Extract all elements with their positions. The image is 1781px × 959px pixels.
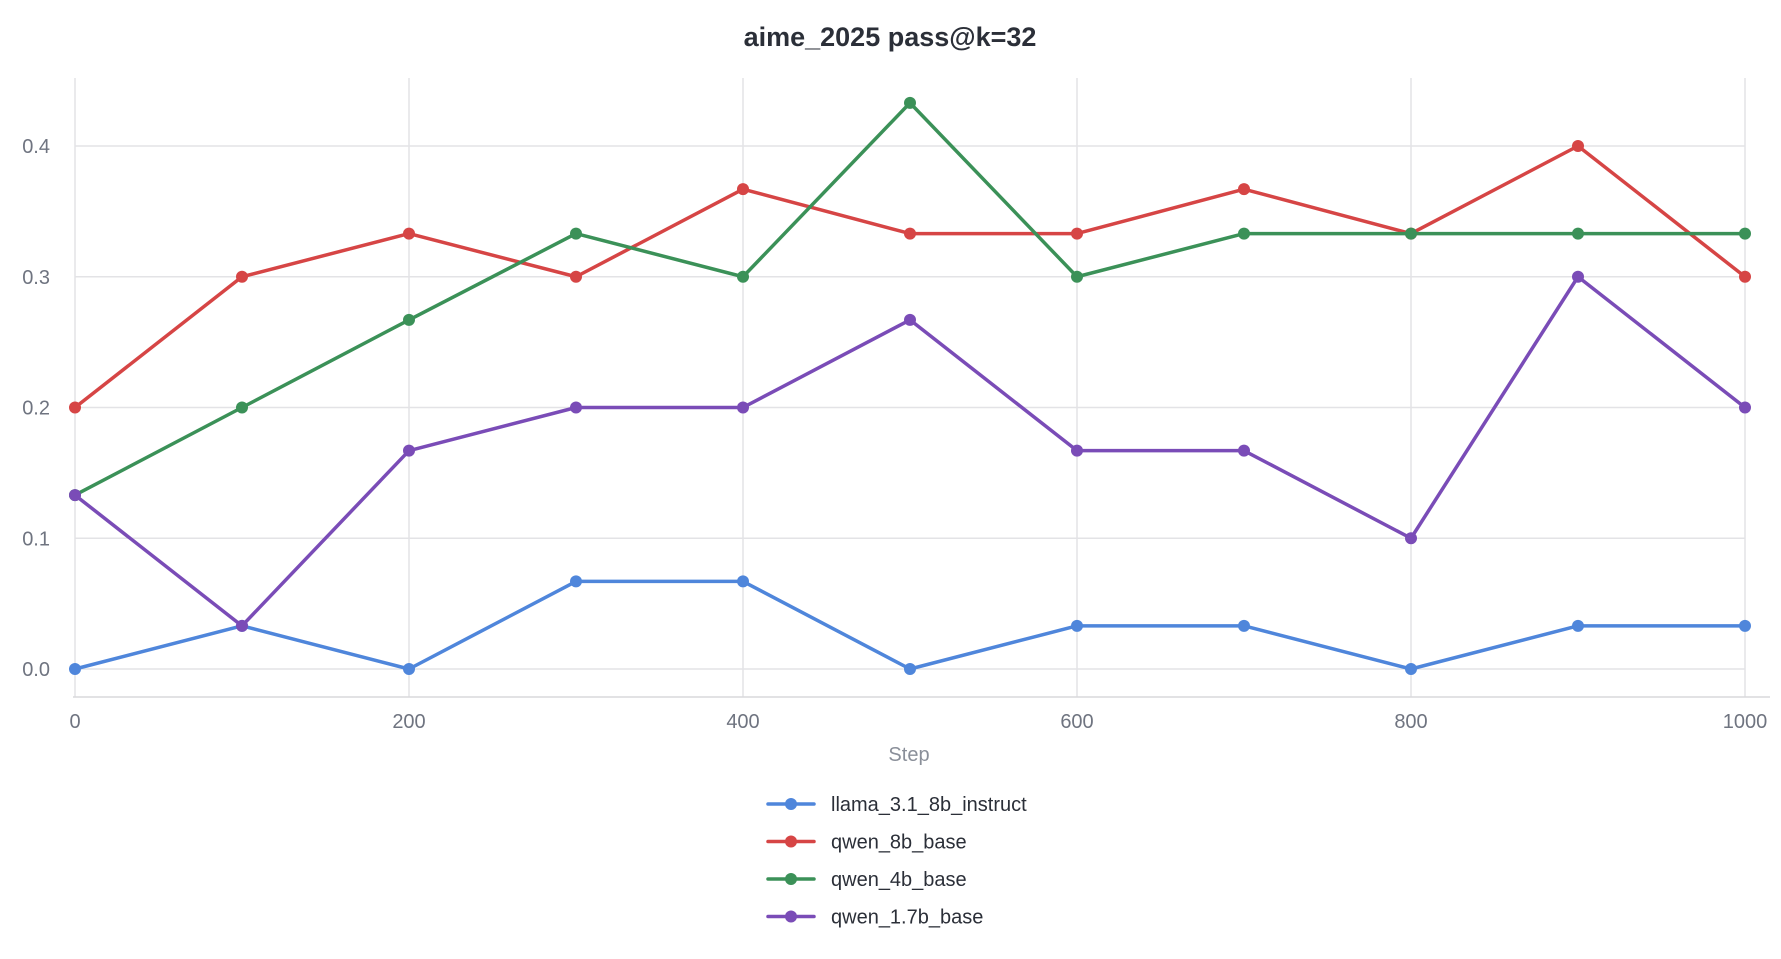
data-point[interactable] bbox=[904, 663, 916, 675]
data-point[interactable] bbox=[69, 401, 81, 414]
legend-swatch-marker bbox=[785, 910, 797, 923]
data-point[interactable] bbox=[1238, 227, 1250, 240]
data-point[interactable] bbox=[403, 444, 415, 457]
data-point[interactable] bbox=[403, 227, 415, 240]
data-point[interactable] bbox=[737, 575, 749, 588]
y-tick-label: 0.4 bbox=[22, 136, 50, 158]
data-point[interactable] bbox=[1739, 401, 1751, 414]
tick-labels: 0 200 400 600 800 1000 0.0 0.1 0.2 0.3 0.4 bbox=[22, 136, 1767, 733]
legend-label: qwen_4b_base bbox=[831, 869, 967, 891]
y-tick-label: 0.0 bbox=[22, 659, 50, 681]
legend-item[interactable]: qwen_4b_base bbox=[766, 869, 967, 891]
data-point[interactable] bbox=[1572, 619, 1584, 632]
legend-label: llama_3.1_8b_instruct bbox=[831, 794, 1027, 816]
series-lines bbox=[69, 96, 1751, 675]
data-point[interactable] bbox=[1238, 619, 1250, 632]
series-qwen_4b_base bbox=[69, 96, 1751, 502]
legend-swatch-marker bbox=[785, 873, 797, 885]
x-tick-label: 1000 bbox=[1723, 711, 1768, 733]
data-point[interactable] bbox=[1071, 270, 1083, 283]
data-point[interactable] bbox=[737, 270, 749, 283]
data-point[interactable] bbox=[570, 270, 582, 283]
x-axis-label: Step bbox=[888, 744, 929, 766]
data-point[interactable] bbox=[1739, 270, 1751, 283]
legend-label: qwen_8b_base bbox=[831, 832, 967, 854]
data-point[interactable] bbox=[570, 227, 582, 240]
x-tick-label: 400 bbox=[726, 711, 759, 733]
series-line bbox=[73, 275, 1747, 628]
data-point[interactable] bbox=[570, 401, 582, 414]
data-point[interactable] bbox=[403, 663, 415, 675]
x-tick-label: 800 bbox=[1394, 711, 1427, 733]
data-point[interactable] bbox=[1071, 619, 1083, 632]
data-point[interactable] bbox=[904, 227, 916, 240]
legend[interactable]: llama_3.1_8b_instruct qwen_8b_base qwen_4b… bbox=[766, 794, 1027, 929]
legend-label: qwen_1.7b_base bbox=[831, 907, 983, 929]
data-point[interactable] bbox=[1739, 619, 1751, 632]
data-point[interactable] bbox=[737, 183, 749, 196]
data-point[interactable] bbox=[1572, 270, 1584, 283]
data-point[interactable] bbox=[570, 575, 582, 588]
data-point[interactable] bbox=[1071, 444, 1083, 457]
data-point[interactable] bbox=[904, 313, 916, 326]
series-qwen_8b_base bbox=[69, 140, 1751, 414]
data-point[interactable] bbox=[1405, 227, 1417, 240]
data-point[interactable] bbox=[236, 270, 248, 283]
y-tick-label: 0.1 bbox=[22, 528, 50, 550]
data-point[interactable] bbox=[1238, 183, 1250, 196]
chart-title: aime_2025 pass@k=32 bbox=[744, 22, 1037, 52]
x-tick-label: 200 bbox=[392, 711, 425, 733]
x-tick-label: 0 bbox=[69, 711, 80, 733]
data-point[interactable] bbox=[1405, 532, 1417, 545]
legend-item[interactable]: qwen_8b_base bbox=[766, 832, 967, 854]
series-line bbox=[73, 579, 1747, 671]
data-point[interactable] bbox=[69, 663, 81, 675]
data-point[interactable] bbox=[69, 489, 81, 502]
data-point[interactable] bbox=[236, 401, 248, 414]
series-line bbox=[73, 101, 1747, 497]
data-point[interactable] bbox=[1572, 227, 1584, 240]
series-qwen_1.7b_base bbox=[69, 270, 1751, 632]
data-point[interactable] bbox=[1572, 140, 1584, 152]
legend-item[interactable]: qwen_1.7b_base bbox=[766, 907, 983, 929]
y-tick-label: 0.3 bbox=[22, 267, 50, 289]
x-tick-label: 600 bbox=[1060, 711, 1093, 733]
data-point[interactable] bbox=[1405, 663, 1417, 675]
data-point[interactable] bbox=[1739, 227, 1751, 240]
legend-item[interactable]: llama_3.1_8b_instruct bbox=[766, 794, 1027, 816]
grid-lines bbox=[74, 78, 1746, 697]
data-point[interactable] bbox=[1071, 227, 1083, 240]
data-point[interactable] bbox=[737, 401, 749, 414]
series-llama_3.1_8b_instruct bbox=[69, 575, 1751, 675]
y-tick-label: 0.2 bbox=[22, 398, 50, 420]
data-point[interactable] bbox=[1238, 444, 1250, 457]
legend-swatch-marker bbox=[785, 798, 797, 810]
data-point[interactable] bbox=[904, 96, 916, 109]
data-point[interactable] bbox=[403, 313, 415, 326]
legend-swatch-marker bbox=[785, 835, 797, 848]
data-point[interactable] bbox=[236, 619, 248, 632]
